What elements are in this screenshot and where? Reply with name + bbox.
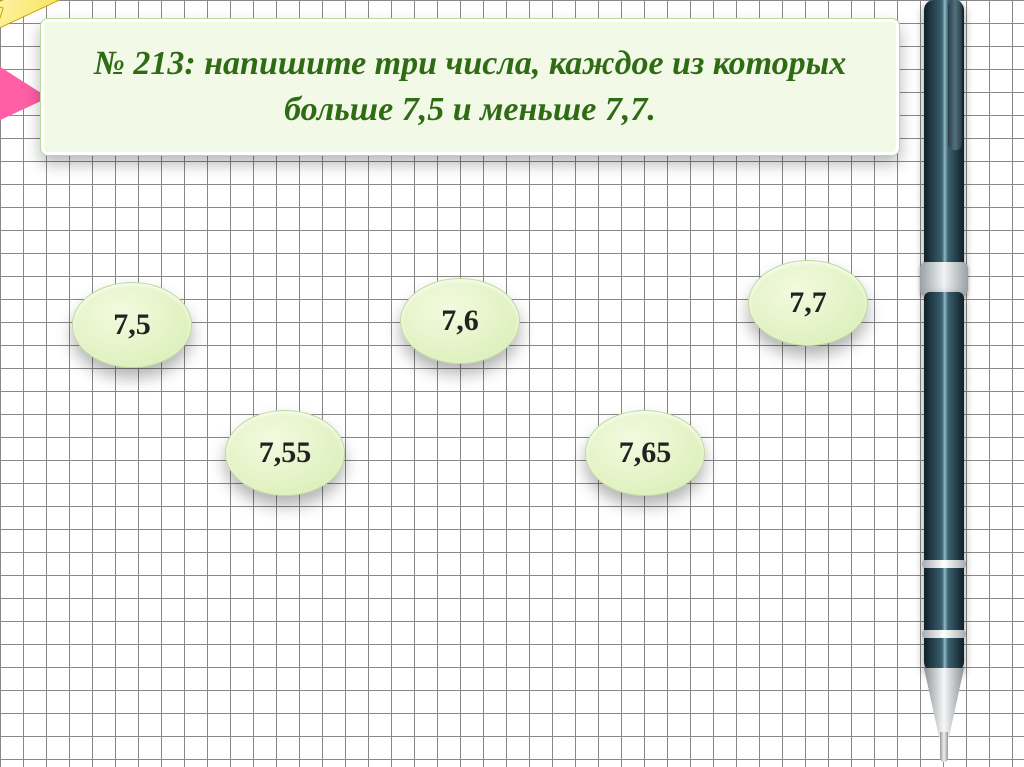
number-bubble: 7,6 — [400, 278, 520, 364]
number-bubble: 7,55 — [225, 410, 345, 496]
number-bubble-value: 7,6 — [441, 304, 479, 338]
number-bubble: 7,7 — [748, 260, 868, 346]
task-title-box: № 213: напишите три числа, каждое из кот… — [40, 18, 900, 156]
task-title-text: № 213: напишите три числа, каждое из кот… — [69, 41, 871, 133]
number-bubble-value: 7,5 — [113, 308, 151, 342]
number-bubble-value: 7,55 — [259, 436, 312, 470]
number-bubble: 7,65 — [585, 410, 705, 496]
number-bubble-value: 7,65 — [619, 436, 672, 470]
number-bubble: 7,5 — [72, 282, 192, 368]
number-bubble-value: 7,7 — [789, 286, 827, 320]
